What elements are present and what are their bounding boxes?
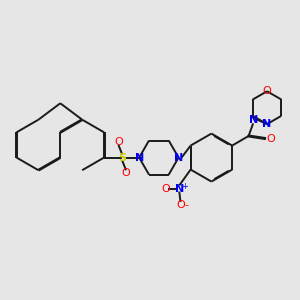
Text: O: O	[266, 134, 275, 143]
Text: O: O	[263, 86, 272, 96]
Text: -: -	[185, 200, 189, 210]
Text: O: O	[114, 137, 123, 147]
Text: S: S	[118, 153, 126, 163]
Text: N: N	[262, 119, 272, 129]
Text: N: N	[174, 153, 183, 163]
Text: N: N	[175, 184, 184, 194]
Text: O: O	[161, 184, 170, 194]
Text: N: N	[134, 153, 144, 163]
Text: O: O	[176, 200, 185, 210]
Text: N: N	[248, 115, 258, 125]
Text: +: +	[182, 182, 188, 191]
Text: O: O	[122, 168, 130, 178]
